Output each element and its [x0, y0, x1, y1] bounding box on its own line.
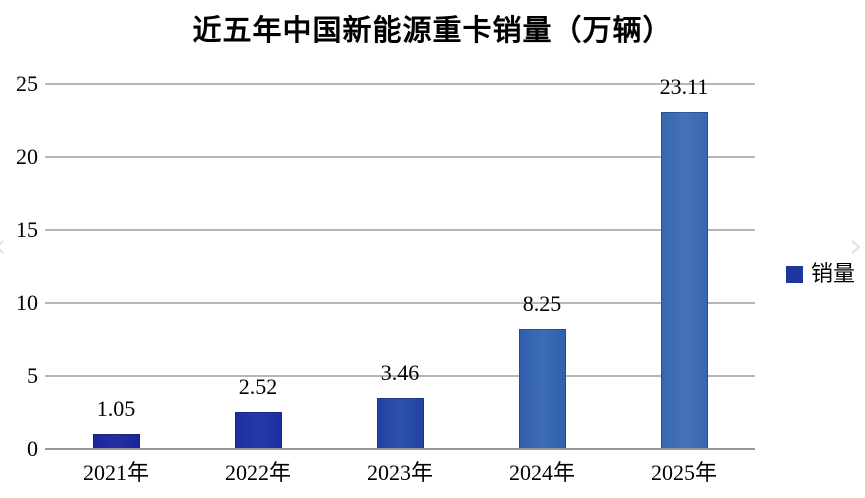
x-tick-label-2022年: 2022年 [224, 460, 291, 485]
legend-swatch-icon [786, 265, 803, 283]
x-axis-line [45, 448, 755, 450]
gridline-15 [45, 229, 755, 231]
chevron-right-icon: › [849, 226, 863, 266]
gridline-20 [45, 156, 755, 158]
bar-2021年 [92, 433, 140, 449]
legend: 销量 [786, 263, 855, 285]
y-tick-label-15: 15 [16, 217, 38, 242]
x-tick-label-2023年: 2023年 [366, 460, 433, 485]
gridline-10 [45, 302, 755, 304]
value-label-2022年: 2.52 [238, 374, 278, 400]
value-label-2021年: 1.05 [96, 395, 136, 421]
value-label-2025年: 23.11 [659, 73, 709, 99]
plot-area: 0 5 10 15 20 25 1.05 2021年 2.52 2022年 3.46 2023年 8.2… [16, 72, 755, 485]
value-label-2023年: 3.46 [380, 360, 420, 386]
chart-title: 近五年中国新能源重卡销量（万辆） [192, 15, 673, 47]
gridline-5 [45, 375, 755, 377]
y-tick-label-5: 5 [27, 363, 38, 388]
y-tick-label-25: 25 [16, 71, 38, 96]
legend-label: 销量 [811, 261, 856, 286]
bar-2025年 [660, 111, 708, 449]
y-tick-label-0: 0 [27, 436, 38, 461]
value-label-2024年: 8.25 [522, 290, 562, 316]
y-tick-label-20: 20 [16, 144, 38, 169]
y-tick-label-10: 10 [16, 290, 38, 315]
chevron-left-icon: ‹ [0, 226, 7, 266]
bar-2024年 [518, 328, 566, 449]
gridline-25 [45, 83, 755, 85]
x-tick-label-2021年: 2021年 [82, 460, 149, 485]
x-tick-label-2024年: 2024年 [508, 460, 575, 485]
bar-2022年 [234, 412, 282, 449]
x-tick-label-2025年: 2025年 [650, 460, 717, 485]
bar-2023年 [376, 398, 424, 449]
